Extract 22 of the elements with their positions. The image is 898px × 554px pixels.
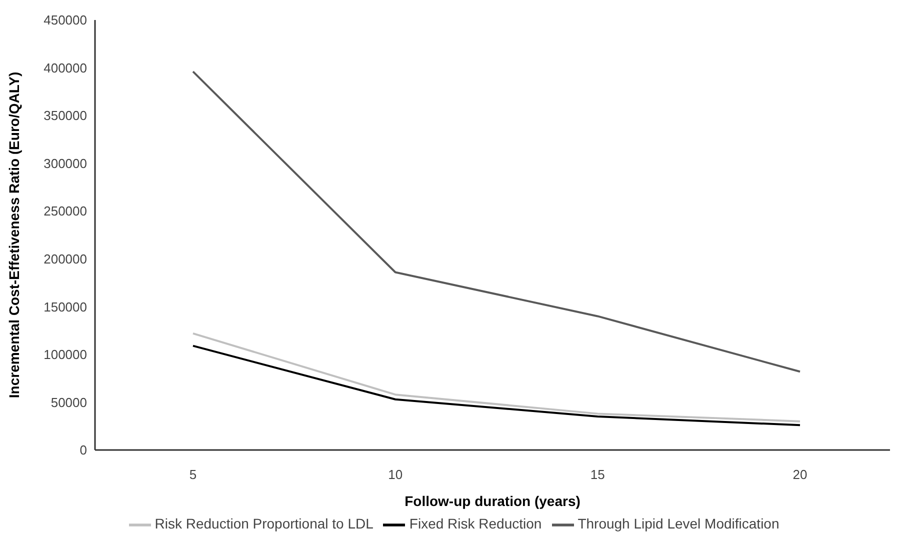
y-tick-label: 250000 — [44, 204, 87, 219]
legend-label: Fixed Risk Reduction — [409, 516, 542, 532]
x-tick-label: 15 — [590, 467, 605, 482]
legend-label: Through Lipid Level Modification — [578, 516, 780, 532]
x-tick-label: 5 — [189, 467, 197, 482]
line-series — [192, 344, 801, 426]
y-tick-label: 200000 — [44, 252, 87, 267]
y-tick-label: 50000 — [50, 394, 87, 410]
x-tick-label: 20 — [792, 467, 808, 482]
y-tick-label: 0 — [80, 442, 87, 458]
y-tick-label: 150000 — [44, 299, 87, 314]
legend-label: Risk Reduction Proportional to LDL — [154, 516, 374, 532]
y-tick-label: 400000 — [44, 60, 87, 76]
y-tick-label: 300000 — [44, 156, 87, 171]
y-tick-label: 350000 — [44, 108, 87, 124]
line-series — [192, 332, 801, 422]
line-series — [192, 70, 801, 373]
y-axis-title: Incremental Cost-Effetiveness Ratio (Euro/QALY) — [6, 72, 22, 398]
x-axis-title: Follow-up duration (years) — [404, 493, 580, 509]
x-tick-label: 10 — [388, 467, 403, 482]
y-tick-label: 450000 — [44, 12, 87, 28]
y-tick-label: 100000 — [44, 347, 87, 362]
